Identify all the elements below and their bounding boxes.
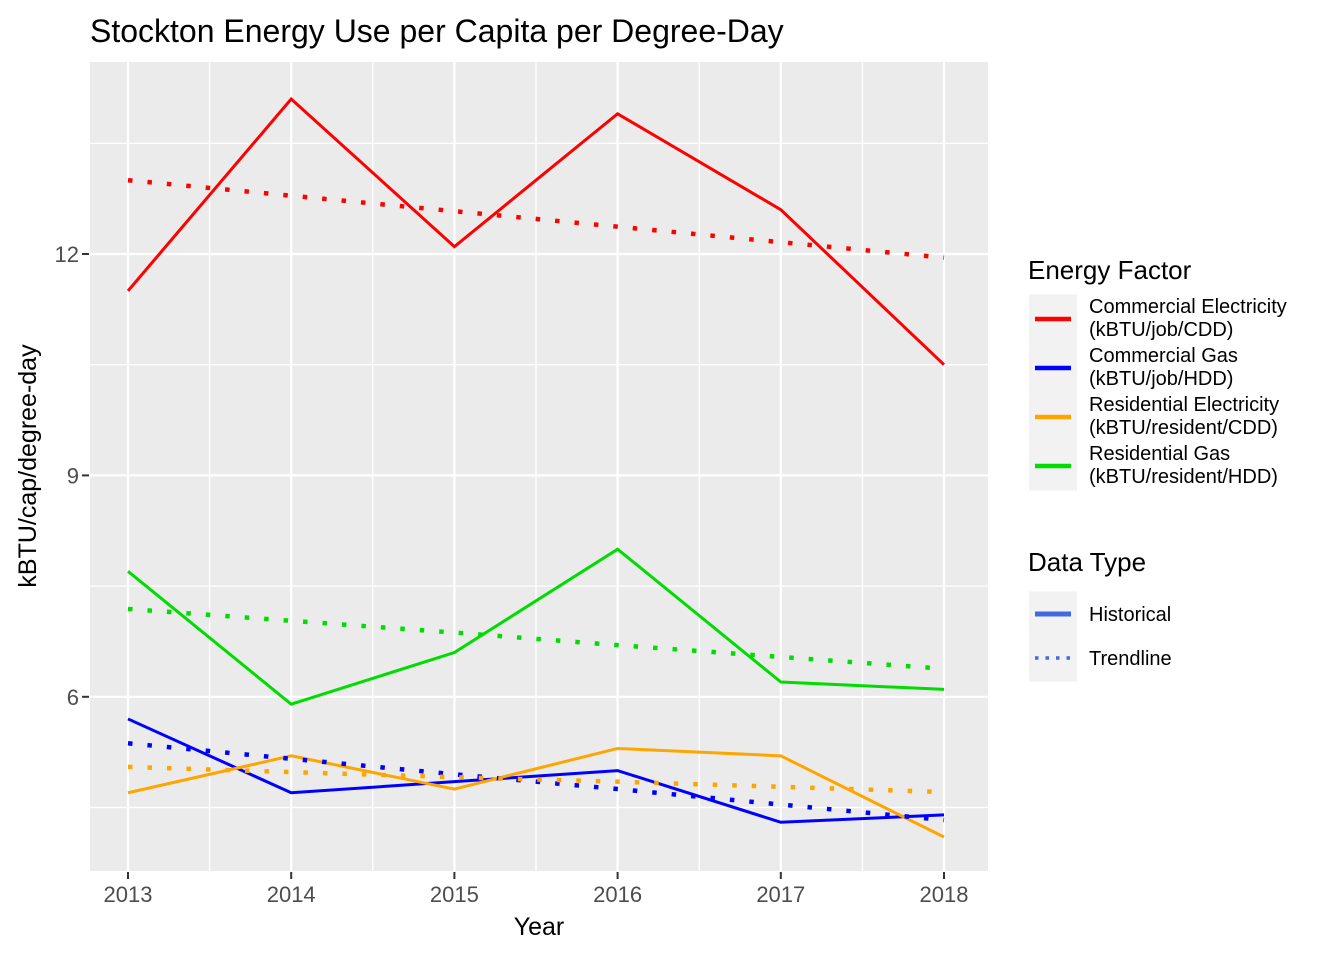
series-line-commercial-electricity-historical bbox=[126, 96, 946, 366]
legend-energy-factor: Energy Factor Commercial Electricity (kB… bbox=[1028, 255, 1287, 491]
legend-label: (kBTU/job/CDD) bbox=[1089, 319, 1233, 341]
x-axis-title: Year bbox=[514, 913, 565, 941]
x-tick-2017: 2017 bbox=[756, 882, 805, 907]
x-axis-tick-labels: 2013 2014 2015 2016 2017 2018 bbox=[104, 882, 969, 907]
legend-label: Residential Electricity bbox=[1089, 394, 1279, 416]
series-line-commercial-electricity-trendline bbox=[127, 177, 945, 260]
x-tick-2016: 2016 bbox=[593, 882, 642, 907]
series-line-residential-gas-historical bbox=[127, 547, 945, 706]
legend-label: (kBTU/resident/HDD) bbox=[1089, 466, 1278, 488]
legend-data-type-title: Data Type bbox=[1028, 547, 1146, 577]
legend-label: (kBTU/resident/CDD) bbox=[1089, 417, 1278, 439]
legend-energy-factor-title: Energy Factor bbox=[1028, 255, 1192, 285]
series-line-commercial-gas-trendline bbox=[127, 741, 945, 823]
y-axis-tick-labels: 12 9 6 bbox=[55, 242, 79, 710]
x-tick-2014: 2014 bbox=[267, 882, 316, 907]
series-line-residential-electricity-historical bbox=[127, 746, 945, 839]
y-tick-6: 6 bbox=[67, 685, 79, 710]
legend-label: Residential Gas bbox=[1089, 443, 1230, 465]
gridlines-major bbox=[90, 62, 988, 871]
y-axis-title: kBTU/cap/degree-day bbox=[14, 344, 42, 588]
data-series bbox=[126, 96, 946, 839]
series-line-commercial-gas-historical bbox=[127, 717, 945, 824]
legend-label: Historical bbox=[1089, 604, 1171, 626]
x-tick-2015: 2015 bbox=[430, 882, 479, 907]
y-tick-12: 12 bbox=[55, 242, 79, 267]
x-tick-2018: 2018 bbox=[920, 882, 969, 907]
axis-tick-marks bbox=[82, 253, 945, 879]
legend-label: Trendline bbox=[1089, 648, 1172, 670]
legend-label: Commercial Gas bbox=[1089, 345, 1238, 367]
x-tick-2013: 2013 bbox=[104, 882, 153, 907]
legend-data-type: Data Type Historical Trendline bbox=[1028, 547, 1172, 682]
chart-title: Stockton Energy Use per Capita per Degre… bbox=[90, 13, 784, 49]
plot-panel bbox=[90, 62, 988, 871]
legend-label: Commercial Electricity bbox=[1089, 296, 1287, 318]
legend-label: (kBTU/job/HDD) bbox=[1089, 368, 1233, 390]
y-tick-9: 9 bbox=[67, 463, 79, 488]
